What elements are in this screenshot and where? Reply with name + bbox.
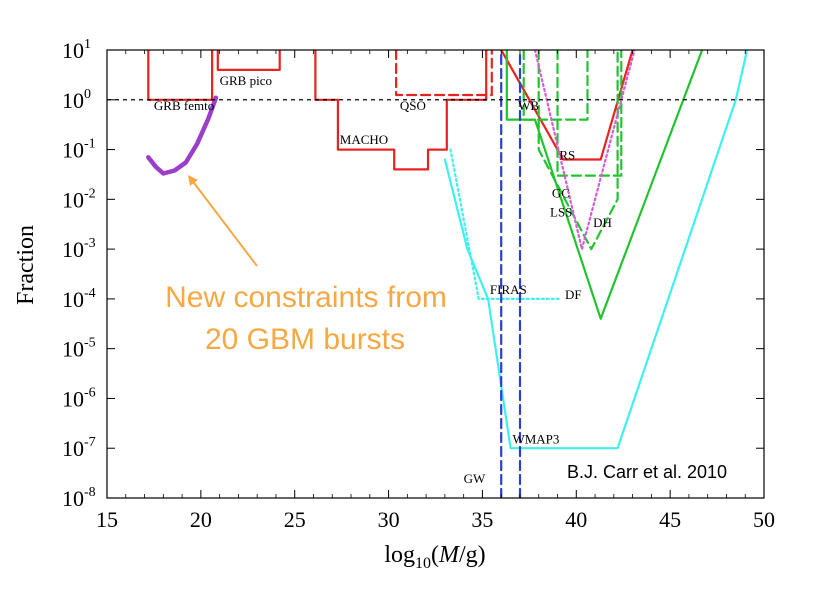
callout-line-2: 20 GBM bursts xyxy=(205,323,405,356)
y-tick-label: 10-1 xyxy=(62,137,96,163)
series-rs xyxy=(505,50,704,320)
annotation-firas: FIRAS xyxy=(490,282,527,297)
annotation-wb: WB xyxy=(518,98,539,113)
x-tick-labels: 15 20 25 30 35 40 45 50 xyxy=(96,507,775,532)
callout-line-1: New constraints from xyxy=(165,281,447,314)
annotation-gw: GW xyxy=(464,471,486,486)
x-tick-label: 15 xyxy=(96,507,118,532)
y-tick-label: 10-8 xyxy=(62,485,96,511)
x-tick-label: 20 xyxy=(190,507,212,532)
y-tick-label: 10-6 xyxy=(62,385,96,411)
series-firas xyxy=(449,148,561,300)
y-tick-label: 10-5 xyxy=(62,336,96,362)
x-tick-label: 40 xyxy=(565,507,587,532)
plot-area: GRB femto GRB pico MACHO QSO WB RS GC LSS DH FIRA… xyxy=(107,50,764,498)
y-tick-label: 10-4 xyxy=(62,286,96,312)
new-constraints-callout: New constraints from 20 GBM bursts xyxy=(165,175,447,356)
x-axis-label-post: /g) xyxy=(459,542,486,568)
series-layer xyxy=(146,50,749,498)
annotation-gc: GC xyxy=(552,185,570,200)
annotation-macho: MACHO xyxy=(340,132,388,147)
annotation-qso: QSO xyxy=(400,98,426,113)
y-axis-label: Fraction xyxy=(13,225,39,305)
series-lss-pink xyxy=(533,50,636,251)
credit-text: B.J. Carr et al. 2010 xyxy=(567,462,727,482)
annotation-df: DF xyxy=(565,287,582,302)
x-tick-label: 35 xyxy=(471,507,493,532)
annotation-dh: DH xyxy=(593,215,612,230)
x-axis-label-open: ( xyxy=(431,542,439,568)
series-wb xyxy=(500,50,634,161)
y-tick-label: 101 xyxy=(62,37,91,63)
y-tick-label: 100 xyxy=(62,87,91,113)
callout-arrow xyxy=(187,175,258,267)
x-tick-label: 25 xyxy=(284,507,306,532)
y-tick-label: 10-3 xyxy=(62,236,96,262)
tick-layer xyxy=(106,49,765,499)
series-lss xyxy=(556,50,623,177)
x-axis-label: log10(M/g) xyxy=(384,542,485,572)
x-tick-label: 50 xyxy=(753,507,775,532)
y-tick-label: 10-2 xyxy=(62,186,96,212)
y-tick-labels: 101 100 10-1 10-2 10-3 10-4 10-5 10-6 10-7 10-8 xyxy=(62,37,96,511)
plot-frame xyxy=(106,49,765,499)
x-axis-label-pre: log xyxy=(384,542,415,568)
x-axis-label-var: M xyxy=(438,542,461,568)
series-grb-femto xyxy=(147,50,214,101)
annotation-rs: RS xyxy=(559,148,575,163)
series-qso xyxy=(395,50,493,97)
x-axis-label-sub: 10 xyxy=(415,555,431,572)
series-grb-pico xyxy=(216,50,281,72)
y-tick-label: 10-7 xyxy=(62,435,96,461)
x-tick-label: 30 xyxy=(378,507,400,532)
annotation-layer: GRB femto GRB pico MACHO QSO WB RS GC LSS DH FIRA… xyxy=(154,73,612,486)
annotation-wmap3: WMAP3 xyxy=(512,431,559,446)
annotation-grb-femto: GRB femto xyxy=(154,98,214,113)
annotation-lss: LSS xyxy=(550,205,572,220)
series-dh xyxy=(537,50,619,251)
series-gc xyxy=(522,50,589,121)
annotation-grb-pico: GRB pico xyxy=(220,73,272,88)
x-tick-label: 45 xyxy=(659,507,681,532)
series-new-constraints xyxy=(146,95,219,176)
series-wmap3 xyxy=(443,50,749,450)
